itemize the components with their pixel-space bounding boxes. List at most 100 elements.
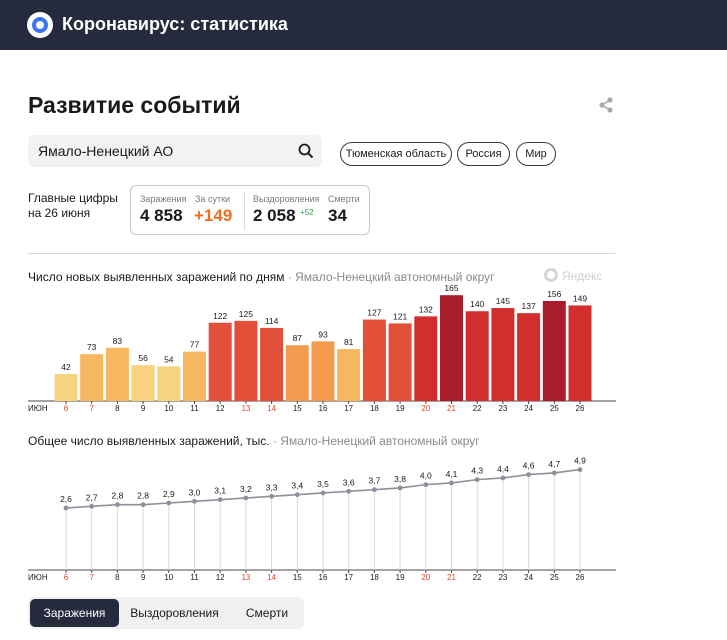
line-x-tick-label: 22	[473, 573, 482, 582]
bar-value-label: 87	[293, 333, 303, 343]
bar-x-tick-label: 21	[447, 404, 456, 413]
bar-x-tick-label: 19	[396, 404, 405, 413]
bar	[285, 345, 309, 401]
region-chip-tyumen[interactable]: Тюменская область	[340, 142, 452, 166]
line-value-label: 2,7	[86, 492, 98, 502]
line-x-tick-label: 16	[319, 573, 328, 582]
bar-value-label: 83	[113, 336, 123, 346]
line-month-label: ИЮН	[28, 573, 48, 582]
line-x-tick-label: 7	[89, 573, 94, 582]
bar-value-label: 137	[522, 301, 536, 311]
line-value-label: 3,5	[317, 479, 329, 489]
tab-cases[interactable]: Заражения	[30, 599, 119, 627]
cases-value: 4 858	[140, 206, 183, 225]
bar-value-label: 114	[265, 316, 279, 326]
region-search-input[interactable]: Ямало-Ненецкий АО	[28, 135, 322, 167]
line-point	[449, 480, 454, 486]
line-point	[192, 498, 197, 504]
bar-x-tick-label: 15	[293, 404, 302, 413]
line-point	[346, 488, 352, 494]
bar	[208, 322, 232, 401]
bar-value-label: 54	[164, 354, 174, 364]
bar-value-label: 122	[213, 311, 227, 321]
bar-x-tick-label: 7	[89, 404, 94, 413]
region-chip-russia[interactable]: Россия	[457, 142, 510, 166]
page-title: Развитие событий	[28, 92, 241, 118]
line-point	[372, 487, 377, 493]
line-chart-subtitle: Ямало-Ненецкий автономный округ	[280, 434, 480, 448]
bar-value-label: 140	[470, 299, 484, 309]
day-value: +149	[194, 206, 233, 225]
line-x-tick-label: 14	[267, 573, 276, 582]
tab-recovered[interactable]: Выздоровления	[130, 606, 219, 620]
line-point	[423, 482, 429, 488]
line-x-tick-label: 15	[293, 573, 302, 582]
line-point	[140, 502, 146, 508]
bar	[465, 311, 489, 401]
line-x-tick-label: 24	[524, 573, 533, 582]
line-chart-title: Общее число выявленных заражений, тыс. ·…	[28, 434, 480, 448]
bar	[517, 313, 541, 401]
bar-x-tick-label: 17	[344, 404, 353, 413]
line-value-label: 4,4	[497, 464, 509, 474]
line-value-label: 2,8	[111, 491, 123, 501]
line-value-label: 4,6	[523, 461, 535, 471]
app-header: Коронавирус: статистика	[0, 0, 727, 50]
bar	[491, 308, 515, 401]
line-value-label: 4,3	[471, 466, 483, 476]
line-x-tick-label: 26	[576, 573, 585, 582]
bar	[337, 349, 361, 401]
line-point	[526, 472, 531, 477]
bar-value-label: 145	[496, 296, 510, 306]
line-x-tick-label: 8	[115, 573, 120, 582]
summary-label: Главные цифры на 26 июня	[28, 191, 118, 220]
line-x-tick-label: 20	[421, 573, 430, 582]
day-label: За сутки	[195, 194, 231, 204]
line-value-label: 2,9	[163, 489, 175, 499]
bar-x-tick-label: 22	[473, 404, 482, 413]
bar-x-tick-label: 25	[550, 404, 559, 413]
line-x-tick-label: 9	[141, 573, 146, 582]
section-divider	[28, 253, 615, 254]
share-icon[interactable]	[597, 96, 615, 114]
line-value-label: 2,8	[137, 491, 149, 501]
bar-value-label: 56	[138, 353, 148, 363]
line-value-label: 4,7	[548, 459, 560, 469]
bar-value-label: 77	[190, 340, 200, 350]
cases-label: Заражения	[140, 194, 187, 204]
search-icon[interactable]	[298, 143, 314, 159]
line-point	[474, 477, 480, 483]
bar-x-tick-label: 26	[576, 404, 585, 413]
bar	[568, 305, 592, 401]
line-point	[577, 467, 583, 472]
bar-x-tick-label: 10	[164, 404, 173, 413]
region-search-value: Ямало-Ненецкий АО	[38, 143, 174, 159]
bar	[440, 295, 463, 401]
tab-deaths[interactable]: Смерти	[245, 606, 289, 620]
bar-x-tick-label: 18	[370, 404, 379, 413]
bar-value-label: 125	[239, 309, 253, 319]
bar	[157, 366, 181, 401]
bar-chart-title: Число новых выявленных заражений по дням…	[28, 270, 495, 284]
line-x-tick-label: 25	[550, 573, 559, 582]
bar-x-tick-label: 24	[524, 404, 533, 413]
line-point	[166, 500, 172, 506]
line-point	[294, 492, 300, 498]
bar-value-label: 93	[318, 329, 328, 339]
bar-x-tick-label: 11	[190, 404, 199, 413]
bar-value-label: 42	[61, 362, 71, 372]
metric-tabs: Заражения Выздоровления Смерти	[28, 597, 304, 629]
bar-value-label: 121	[393, 311, 407, 321]
line-point	[89, 503, 95, 509]
bar	[311, 341, 335, 401]
bar	[388, 323, 412, 401]
bar	[362, 319, 386, 401]
header-title: Коронавирус: статистика	[62, 14, 288, 34]
line-value-label: 4,0	[420, 471, 432, 481]
bar-x-tick-label: 8	[115, 404, 120, 413]
bar	[105, 347, 129, 401]
region-chip-world[interactable]: Мир	[516, 142, 556, 166]
line-value-label: 2,6	[60, 494, 72, 504]
line-x-tick-label: 12	[216, 573, 225, 582]
bar-month-label: ИЮН	[28, 404, 48, 413]
